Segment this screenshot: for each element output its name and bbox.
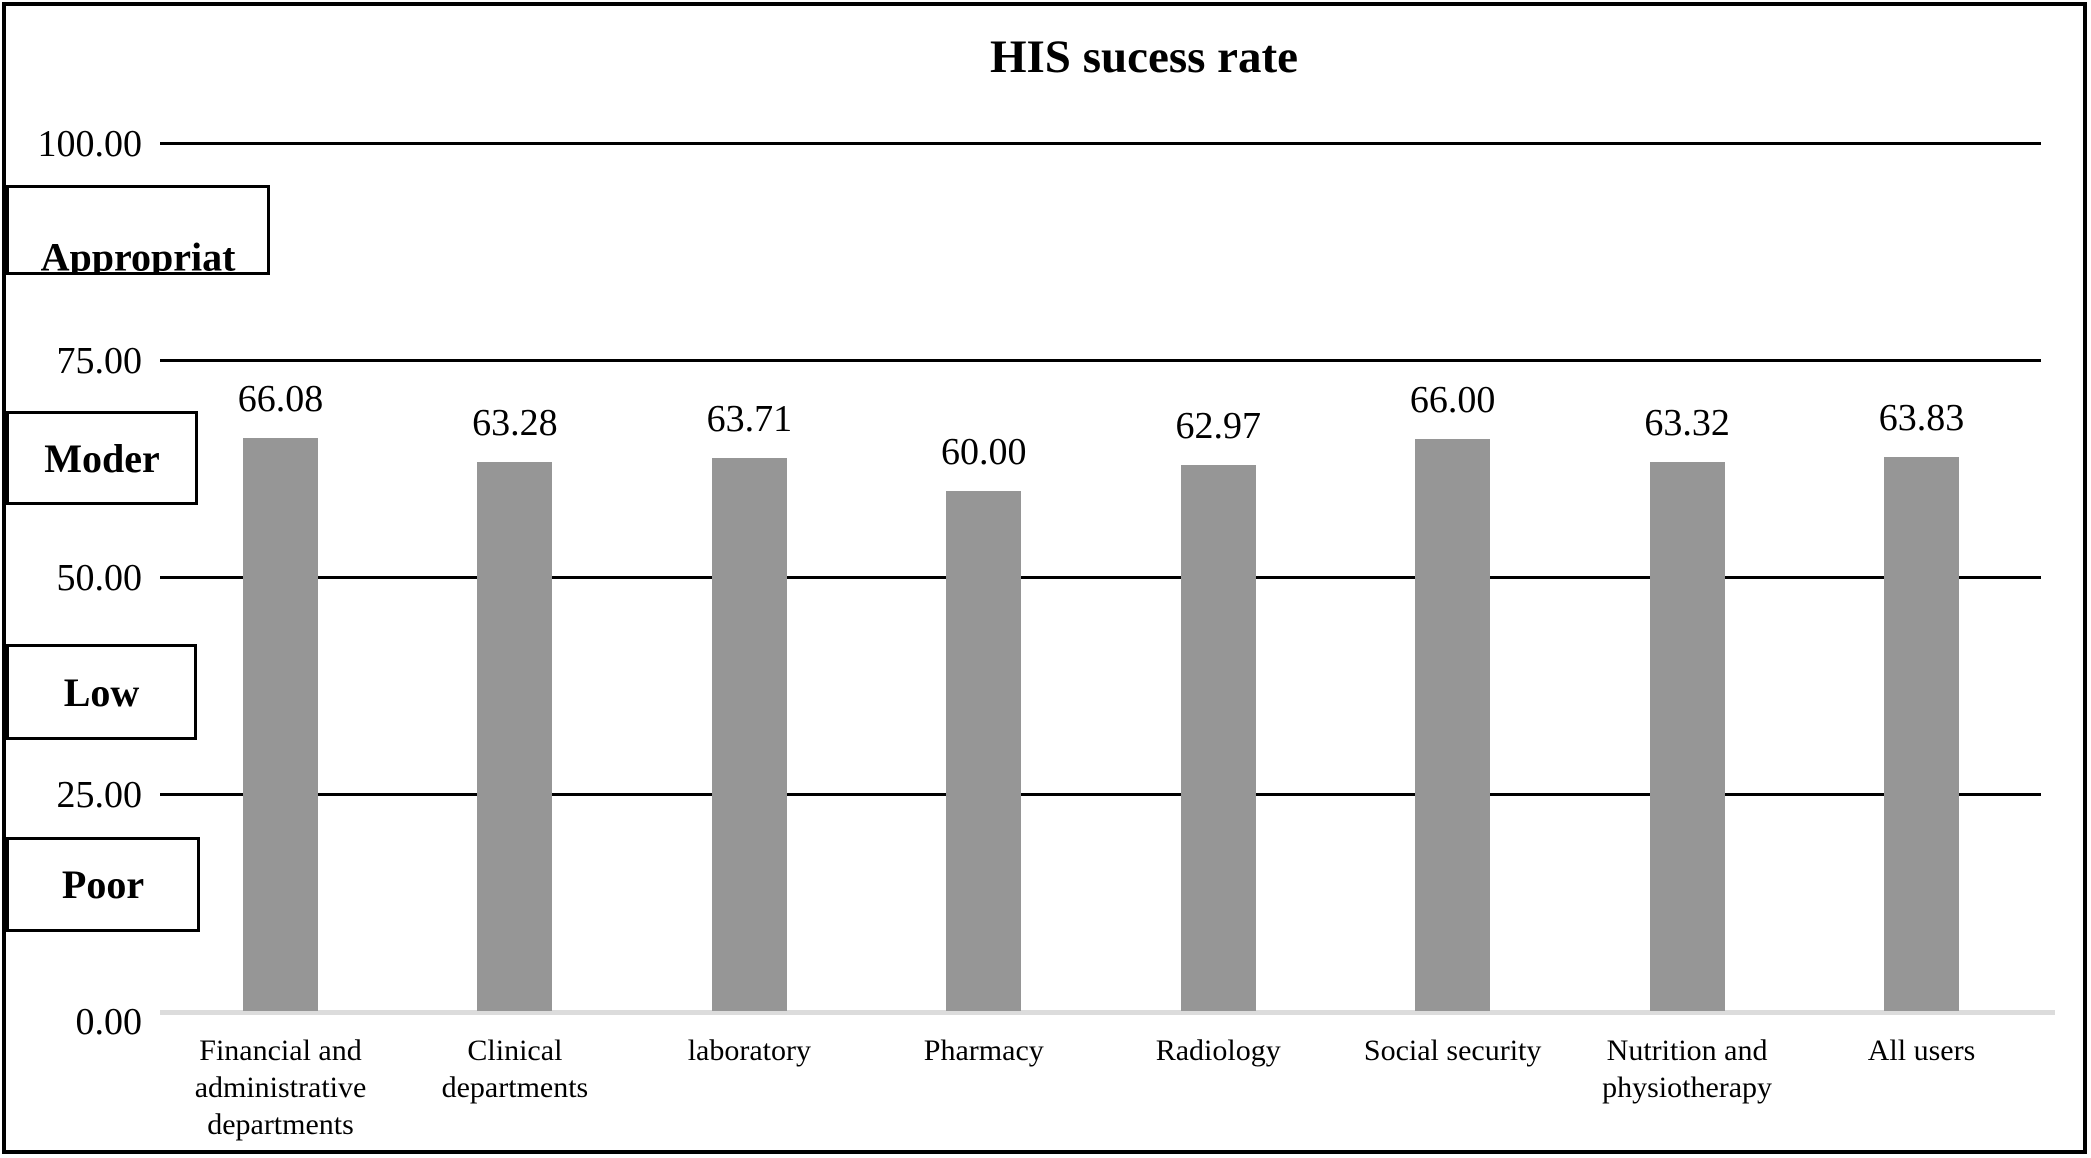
bar — [1180, 464, 1256, 1012]
y-tick-label: 75.00 — [56, 339, 143, 382]
bar-value-label: 63.83 — [1878, 397, 1965, 440]
y-tick-label: 0.00 — [75, 1000, 143, 1043]
category-label: Clinical departments — [441, 1034, 589, 1104]
rating-band-label: Moder — [44, 435, 160, 481]
bar-value-label: 62.97 — [1175, 404, 1261, 447]
bar — [243, 437, 318, 1012]
category-label: Financial and administrative departments — [194, 1034, 367, 1141]
chart-title: HIS sucess rate — [989, 31, 1299, 83]
category-label: All users — [1867, 1034, 1976, 1067]
rating-band-label: Poor — [61, 862, 145, 907]
rating-band-box: Appropriat — [6, 185, 270, 275]
bar-value-label: 63.28 — [472, 402, 558, 445]
bar — [1415, 438, 1491, 1012]
y-tick-label: 50.00 — [56, 556, 143, 599]
y-tick-label: 100.00 — [37, 122, 143, 165]
bar-value-label: 66.00 — [1409, 378, 1496, 421]
y-tick-label: 25.00 — [56, 773, 143, 816]
bar — [477, 462, 553, 1012]
category-label: Radiology — [1155, 1034, 1281, 1067]
bar — [946, 490, 1022, 1012]
category-label: laboratory — [687, 1034, 811, 1067]
bar-value-label: 63.32 — [1644, 401, 1730, 444]
bar-value-label: 66.08 — [237, 377, 324, 420]
bar — [1884, 457, 1959, 1012]
gridline — [160, 793, 2041, 796]
rating-band-box: Poor — [6, 837, 200, 932]
bar-value-label: 60.00 — [941, 430, 1027, 473]
gridline — [160, 576, 2041, 579]
bar — [1649, 461, 1725, 1012]
bar-value-label: 63.71 — [706, 398, 793, 441]
category-label: Pharmacy — [923, 1034, 1044, 1067]
gridline — [160, 142, 2041, 145]
category-label: Nutrition and physiotherapy — [1602, 1034, 1773, 1104]
x-axis-baseline — [160, 1009, 2055, 1015]
rating-band-box: Moder — [6, 411, 198, 505]
rating-band-box: Low — [6, 644, 197, 740]
bar — [711, 458, 787, 1012]
category-label: Social security — [1363, 1034, 1542, 1067]
rating-band-label: Appropriat — [40, 234, 236, 275]
gridline — [160, 359, 2041, 362]
rating-band-label: Low — [63, 669, 140, 715]
